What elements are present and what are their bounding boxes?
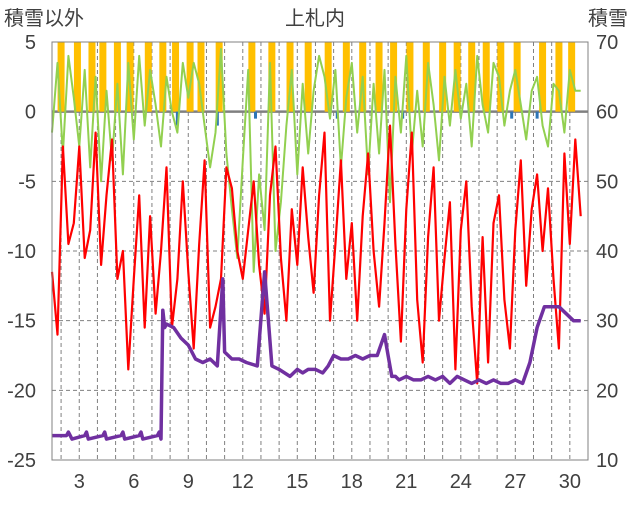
precip-bar (539, 42, 547, 112)
series-lines (50, 48, 582, 441)
red-series-line (50, 124, 582, 385)
precip-bar (73, 42, 81, 112)
blue-mark (253, 111, 257, 119)
y-right-tick-label: 50 (596, 171, 618, 193)
precip-bar (468, 42, 476, 112)
x-tick-label: 18 (341, 471, 363, 493)
precip-bar (268, 42, 276, 112)
precip-bar (406, 42, 414, 112)
y-right-tick-label: 70 (596, 32, 618, 54)
precip-bar (113, 42, 121, 112)
y-right-tick-label: 10 (596, 450, 618, 472)
precip-bar (286, 42, 294, 112)
y-left-tick-label: -25 (7, 450, 36, 472)
x-tick-label: 9 (183, 471, 194, 493)
precip-bar (197, 42, 205, 112)
precip-bar (453, 42, 461, 112)
green-series-line (51, 48, 581, 273)
y-right-tick-label: 30 (596, 311, 618, 333)
precip-bar (159, 42, 167, 112)
precip-bar (172, 42, 180, 112)
x-tick-label: 3 (74, 471, 85, 493)
precip-bar (482, 42, 490, 112)
plot-frame (51, 41, 589, 461)
precip-bar (324, 42, 332, 112)
y-right-tick-label: 20 (596, 380, 618, 402)
precip-bar (88, 42, 96, 112)
precip-bar (390, 42, 398, 112)
precip-bar (248, 42, 256, 112)
x-tick-label: 6 (128, 471, 139, 493)
blue-mark (535, 111, 539, 119)
chart-title: 上札内 (285, 8, 345, 30)
precip-bar (144, 42, 152, 112)
x-tick-label: 21 (395, 471, 417, 493)
x-tick-label: 12 (232, 471, 254, 493)
y-left-tick-label: -20 (7, 380, 36, 402)
y-right-tick-label: 60 (596, 102, 618, 124)
x-tick-label: 15 (286, 471, 308, 493)
blue-mark (510, 111, 514, 119)
precip-bar (375, 42, 383, 112)
x-tick-label: 30 (559, 471, 581, 493)
y-right-axis-label: 積雪 (588, 8, 628, 30)
precip-bar (186, 42, 194, 112)
y-left-axis-label: 積雪以外 (4, 8, 84, 30)
snow-series-line (52, 270, 581, 441)
y-right-tick-label: 40 (596, 241, 618, 263)
precip-bar (57, 42, 65, 112)
precip-bar (555, 42, 563, 112)
y-left-tick-label: 0 (25, 102, 36, 124)
blue-mark (175, 111, 179, 126)
x-tick-label: 24 (450, 471, 472, 493)
y-left-tick-label: 5 (25, 32, 36, 54)
precip-bar (304, 42, 312, 112)
x-tick-label: 27 (504, 471, 526, 493)
y-left-tick-label: -5 (18, 171, 36, 193)
y-left-tick-label: -15 (7, 311, 36, 333)
precip-bar (342, 42, 350, 112)
precip-bar (99, 42, 107, 112)
precip-bar (439, 42, 447, 112)
precip-bar (497, 42, 505, 112)
y-left-tick-label: -10 (7, 241, 36, 263)
